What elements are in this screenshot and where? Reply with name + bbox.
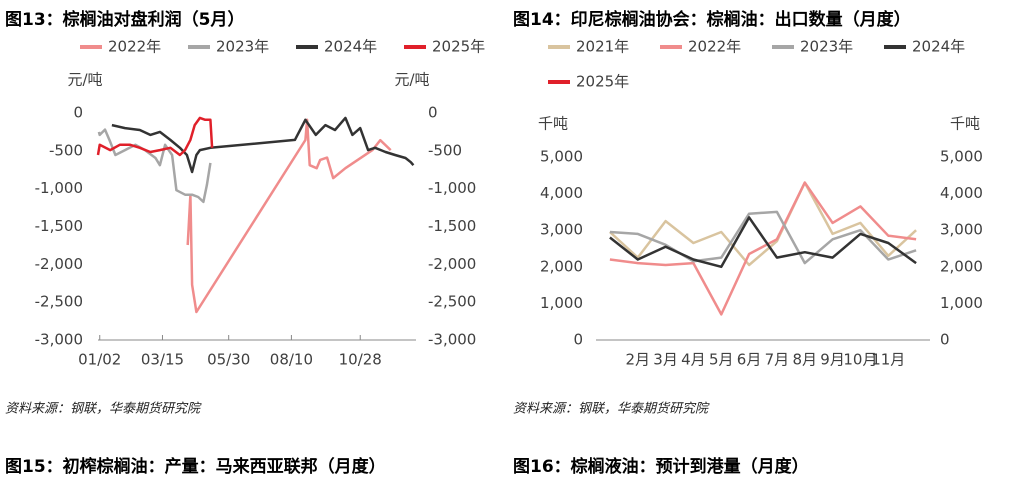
y-tick-label: 3,000	[540, 221, 583, 239]
x-tick-label: 05/30	[207, 351, 250, 369]
y-tick-label: 0	[73, 104, 83, 122]
x-tick-label: 10月	[843, 351, 877, 369]
y-tick-label: 2,000	[540, 257, 583, 275]
legend-label: 2022年	[108, 38, 161, 56]
chart-title: 图14：印尼棕榈油协会：棕榈油：出口数量（月度）	[513, 9, 911, 30]
series-line	[186, 118, 392, 314]
source-note: 资料来源：钢联，华泰期货研究院	[5, 401, 202, 417]
y2-axis-label: 千吨	[950, 115, 980, 133]
legend-label: 2024年	[912, 38, 965, 56]
figure-title: 图15：初榨棕榈油：产量：马来西亚联邦（月度）	[5, 456, 386, 477]
legend-label: 2025年	[576, 73, 629, 91]
x-tick-label: 2月	[625, 351, 650, 369]
y-tick-label: -2,000	[35, 255, 83, 273]
y-axis-label: 元/吨	[67, 71, 102, 89]
legend-label: 2023年	[800, 38, 853, 56]
y2-tick-label: -1,500	[428, 217, 476, 235]
x-tick-label: 4月	[681, 351, 706, 369]
y2-tick-label: 3,000	[940, 221, 983, 239]
series-line	[97, 128, 212, 204]
y2-tick-label: 4,000	[940, 184, 983, 202]
x-tick-label: 7月	[765, 351, 790, 369]
y2-tick-label: -2,500	[428, 293, 476, 311]
y-tick-label: 0	[573, 331, 583, 349]
legend-label: 2025年	[432, 38, 485, 56]
x-tick-label: 8月	[792, 351, 817, 369]
x-tick-label: 9月	[820, 351, 845, 369]
x-tick-label: 08/10	[270, 351, 313, 369]
y-tick-label: 5,000	[540, 148, 583, 166]
legend-label: 2024年	[324, 38, 377, 56]
y2-axis-label: 元/吨	[394, 71, 429, 89]
series-line	[609, 216, 917, 269]
y2-tick-label: 1,000	[940, 294, 983, 312]
x-tick-label: 6月	[737, 351, 762, 369]
x-tick-label: 11月	[871, 351, 905, 369]
x-tick-label: 01/02	[78, 351, 121, 369]
series-line	[609, 181, 917, 316]
x-tick-label: 03/15	[141, 351, 184, 369]
legend-label: 2022年	[688, 38, 741, 56]
legend-label: 2023年	[216, 38, 269, 56]
y-tick-label: 4,000	[540, 184, 583, 202]
y-tick-label: -500	[49, 141, 83, 159]
chart-title: 图13：棕榈油对盘利润（5月）	[5, 9, 245, 30]
y2-tick-label: 5,000	[940, 148, 983, 166]
series-line	[609, 181, 917, 267]
series-line	[111, 116, 415, 174]
y-tick-label: 1,000	[540, 294, 583, 312]
y2-tick-label: -3,000	[428, 331, 476, 349]
x-tick-label: 5月	[709, 351, 734, 369]
y2-tick-label: 2,000	[940, 257, 983, 275]
y2-tick-label: -500	[428, 141, 462, 159]
figure-title: 图16：棕榈液油：预计到港量（月度）	[513, 456, 809, 477]
source-note: 资料来源：钢联，华泰期货研究院	[513, 401, 710, 417]
y2-tick-label: 0	[428, 104, 438, 122]
y-tick-label: -1,500	[35, 217, 83, 235]
y2-tick-label: -2,000	[428, 255, 476, 273]
x-tick-label: 3月	[653, 351, 678, 369]
y-tick-label: -3,000	[35, 331, 83, 349]
y2-tick-label: 0	[940, 331, 950, 349]
y-tick-label: -1,000	[35, 179, 83, 197]
series-line	[96, 116, 214, 157]
legend-label: 2021年	[576, 38, 629, 56]
y2-tick-label: -1,000	[428, 179, 476, 197]
x-tick-label: 10/28	[339, 351, 382, 369]
y-tick-label: -2,500	[35, 293, 83, 311]
y-axis-label: 千吨	[538, 115, 568, 133]
